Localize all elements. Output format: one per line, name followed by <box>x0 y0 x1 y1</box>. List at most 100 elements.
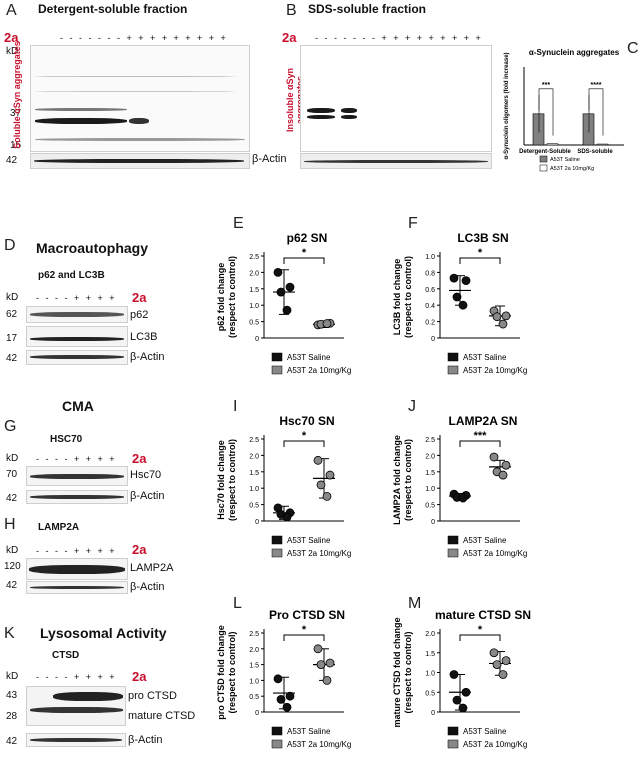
chart-title: mature CTSD SN <box>435 608 531 622</box>
panel-l-scatter-chart: Pro CTSD SN pro CTSD fold change (respect … <box>216 608 351 749</box>
data-point <box>313 644 323 654</box>
panel-h-kd: kD <box>6 545 19 556</box>
y-tick-label: 0 <box>255 519 259 526</box>
y-tick-label: 1.5 <box>425 651 435 658</box>
panel-g-marker-42: 42 <box>6 493 18 504</box>
panel-h-actin-label: β-Actin <box>130 581 165 593</box>
panel-d-subheading: p62 and LC3B <box>38 270 105 281</box>
panel-letter-h: H <box>4 516 16 533</box>
significance-label: *** <box>542 82 550 89</box>
y-tick-label: 1.0 <box>249 486 259 493</box>
legend-label: A53T Saline <box>463 536 507 545</box>
y-tick-label: 1.0 <box>249 303 259 310</box>
legend-label: A53T Saline <box>287 536 331 545</box>
legend-swatch <box>539 164 548 172</box>
panel-c-bar-chart: α-Synuclein aggregates α-Synuclein oligom… <box>504 48 624 172</box>
panel-b-actin-blot <box>300 153 492 169</box>
legend-swatch <box>447 726 459 736</box>
legend-swatch <box>271 352 283 362</box>
panel-a-marker-37: 37 <box>10 108 22 119</box>
y-tick-label: 0.2 <box>425 320 435 327</box>
significance-label: * <box>302 624 307 636</box>
panel-letter-f: F <box>408 215 418 232</box>
y-axis-label: (respect to control) <box>227 631 237 713</box>
y-tick-label: 1.5 <box>249 470 259 477</box>
y-tick-label: 0.4 <box>425 303 435 310</box>
panel-g-actin-label: β-Actin <box>130 490 165 502</box>
legend-swatch <box>447 365 459 375</box>
legend-label: A53T 2a 10mg/Kg <box>287 549 351 558</box>
y-axis-label: (respect to control) <box>403 439 413 521</box>
y-axis-label: α-Synuclein oligomers (fold increase) <box>504 52 510 159</box>
legend-swatch <box>271 739 283 749</box>
panel-g-marker-70: 70 <box>6 469 18 480</box>
panel-g-heading: CMA <box>62 398 94 414</box>
y-tick-label: 1.5 <box>249 287 259 294</box>
panel-h-subheading: LAMP2A <box>38 522 80 533</box>
data-point <box>458 300 468 310</box>
panel-d-heading: Macroautophagy <box>36 240 149 256</box>
y-tick-label: 0.5 <box>249 694 259 701</box>
y-tick-label: 1.0 <box>425 486 435 493</box>
y-tick-label: 0 <box>255 336 259 343</box>
panel-g-signs: - - - - + + + + <box>36 454 117 464</box>
panel-h-marker-120: 120 <box>4 561 21 572</box>
panel-d-p62-label: p62 <box>130 309 149 321</box>
significance-label: * <box>478 247 483 259</box>
panel-e-scatter-chart: p62 SN p62 fold change (respect to control… <box>216 231 351 375</box>
y-tick-label: 1.5 <box>425 470 435 477</box>
bar <box>532 113 545 146</box>
panel-a-title: Detergent-soluble fraction <box>38 2 188 16</box>
panel-letter-m: M <box>408 595 422 612</box>
legend-swatch <box>447 739 459 749</box>
panel-h-lamp2a-blot <box>26 558 128 580</box>
panel-d-marker-42: 42 <box>6 353 18 364</box>
chart-title: LC3B SN <box>457 231 508 245</box>
panel-g-actin-blot <box>26 490 128 504</box>
panel-m-scatter-chart: mature CTSD SN mature CTSD fold change (re… <box>392 608 531 749</box>
legend-label: A53T Saline <box>550 157 580 163</box>
panel-k-ctsd-blot <box>26 686 126 726</box>
legend-swatch <box>447 548 459 558</box>
panel-letter-e: E <box>233 215 244 232</box>
chart-title: α-Synuclein aggregates <box>529 48 620 57</box>
panel-d-actin-label: β-Actin <box>130 351 165 363</box>
panel-letter-b: B <box>286 2 297 19</box>
data-point <box>492 660 502 669</box>
panel-k-kd: kD <box>6 671 19 682</box>
panel-d-signs: - - - - + + + + <box>36 293 117 303</box>
significance-bracket <box>283 440 325 447</box>
data-point <box>313 455 323 465</box>
data-point <box>489 648 499 658</box>
panel-g-compound: 2a <box>132 451 147 466</box>
panel-a-ylabel: Soluble αSyn aggregates <box>12 41 22 149</box>
data-point <box>461 687 471 697</box>
panel-letter-l: L <box>233 595 242 612</box>
x-tick-label: Detergent-Soluble <box>519 149 571 155</box>
data-point <box>282 702 292 712</box>
data-point <box>273 674 283 684</box>
panel-g-kd: kD <box>6 453 19 464</box>
data-point <box>501 311 511 321</box>
data-point <box>325 658 335 668</box>
y-tick-label: 2.0 <box>249 270 259 277</box>
y-tick-label: 0 <box>431 710 435 717</box>
y-axis-label: LAMP2A fold change <box>392 435 402 525</box>
y-axis-label: (respect to control) <box>227 439 237 521</box>
panel-k-actin-label: β-Actin <box>128 734 163 746</box>
panel-k-mature-ctsd-label: mature CTSD <box>128 710 196 722</box>
y-axis-label: (respect to control) <box>403 256 413 338</box>
data-point <box>449 273 459 283</box>
panel-d-lc3b-blot <box>26 326 128 347</box>
panel-d-lc3b-label: LC3B <box>130 331 158 343</box>
y-tick-label: 1.0 <box>425 671 435 678</box>
panel-h-lamp2a-label: LAMP2A <box>130 562 174 574</box>
significance-bracket <box>283 634 325 641</box>
y-tick-label: 0 <box>255 710 259 717</box>
panel-i-scatter-chart: Hsc70 SN Hsc70 fold change (respect to con… <box>216 414 351 558</box>
panel-letter-a: A <box>6 2 17 19</box>
legend-swatch <box>447 352 459 362</box>
significance-bracket <box>588 88 604 136</box>
y-tick-label: 1.0 <box>249 678 259 685</box>
data-point <box>501 460 511 470</box>
